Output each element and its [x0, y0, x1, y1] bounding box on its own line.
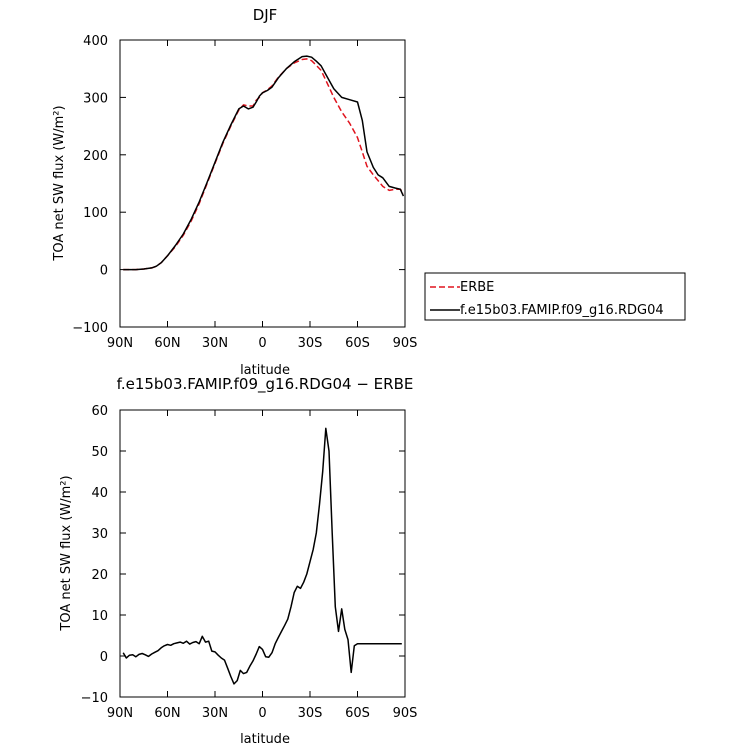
top-y-axis-title: TOA net SW flux (W/m²) — [52, 105, 67, 261]
x-tick-label: 30S — [298, 706, 323, 721]
top-plot-frame — [119, 39, 406, 328]
legend-erbe-label: ERBE — [460, 280, 494, 295]
bottom-y-axis: −10 0 10 20 30 40 50 60 — [81, 404, 405, 706]
series-line-1 — [123, 55, 405, 271]
x-tick-label: 30S — [298, 336, 323, 351]
legend: ERBE f.e15b03.FAMIP.f09_g16.RDG04 — [424, 272, 686, 321]
x-tick-label: 30N — [202, 336, 228, 351]
x-tick-label: 0 — [258, 706, 266, 721]
x-tick-label: 90N — [107, 336, 133, 351]
y-tick-label: −100 — [72, 321, 108, 336]
legend-box — [424, 272, 686, 321]
top-plot: DJF 90N 60N 30N 0 30S 60S 90S −100 0 100 200 300 40… — [52, 6, 417, 378]
y-tick-label: −10 — [81, 691, 108, 706]
top-series-lines — [123, 55, 405, 271]
bottom-y-axis-title: TOA net SW flux (W/m²) — [59, 475, 74, 631]
bottom-plot: f.e15b03.FAMIP.f09_g16.RDG04 − ERBE 90N 6… — [59, 375, 417, 747]
series-line-0 — [122, 427, 402, 685]
x-tick-label: 90N — [107, 706, 133, 721]
y-tick-label: 400 — [83, 34, 108, 49]
series-line-0 — [123, 58, 404, 271]
bottom-x-axis-title: latitude — [240, 732, 290, 747]
bottom-plot-frame — [119, 409, 406, 698]
x-tick-label: 90S — [393, 706, 418, 721]
legend-model-label: f.e15b03.FAMIP.f09_g16.RDG04 — [460, 303, 664, 318]
y-tick-label: 60 — [91, 404, 108, 419]
y-tick-label: 20 — [91, 568, 108, 583]
x-tick-label: 60N — [154, 706, 180, 721]
x-tick-label: 60S — [345, 706, 370, 721]
y-tick-label: 300 — [83, 91, 108, 106]
y-tick-label: 40 — [91, 486, 108, 501]
y-tick-label: 0 — [100, 264, 108, 279]
x-tick-label: 60S — [345, 336, 370, 351]
top-y-axis: −100 0 100 200 300 400 — [72, 34, 405, 336]
x-tick-label: 30N — [202, 706, 228, 721]
bottom-series-lines — [122, 427, 402, 685]
y-tick-label: 0 — [100, 650, 108, 665]
bottom-plot-title: f.e15b03.FAMIP.f09_g16.RDG04 − ERBE — [117, 375, 414, 394]
y-tick-label: 30 — [91, 527, 108, 542]
y-tick-label: 100 — [83, 206, 108, 221]
y-tick-label: 200 — [83, 149, 108, 164]
y-tick-label: 10 — [91, 609, 108, 624]
top-plot-title: DJF — [253, 6, 278, 24]
top-x-axis-title: latitude — [240, 363, 290, 378]
x-tick-label: 90S — [393, 336, 418, 351]
top-x-axis: 90N 60N 30N 0 30S 60S 90S — [107, 40, 418, 351]
y-tick-label: 50 — [91, 445, 108, 460]
x-tick-label: 0 — [258, 336, 266, 351]
bottom-x-axis: 90N 60N 30N 0 30S 60S 90S — [107, 410, 418, 721]
x-tick-label: 60N — [154, 336, 180, 351]
